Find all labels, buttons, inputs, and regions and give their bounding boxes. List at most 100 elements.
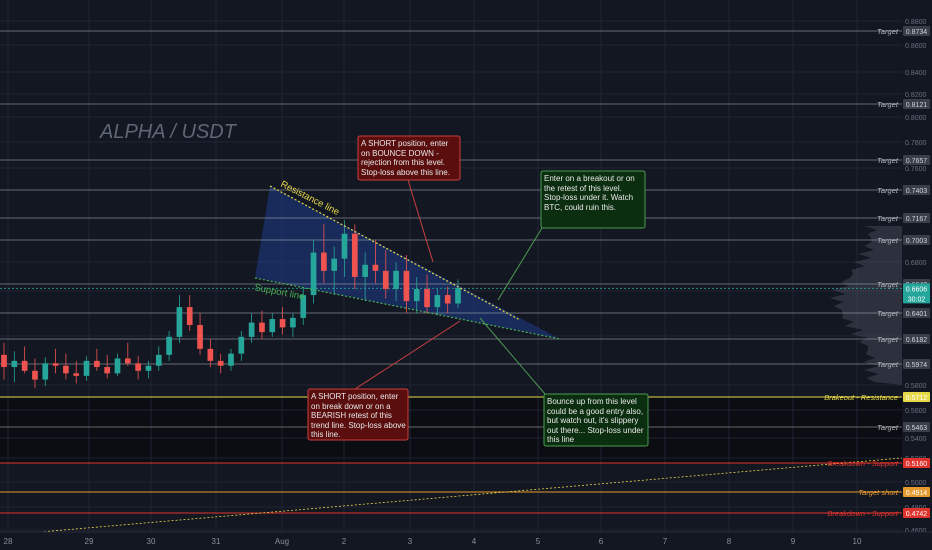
dark-zone [0, 397, 902, 463]
time-tick-label: 30 [147, 537, 156, 546]
price-tick-label: 0.8400 [905, 70, 927, 77]
price-level-value: 0.8734 [906, 29, 928, 36]
candle-body [135, 363, 141, 371]
time-tick-label: 4 [472, 537, 477, 546]
price-tick-label: 0.5600 [905, 408, 927, 415]
candle-body [155, 354, 162, 366]
candle-body [269, 319, 276, 333]
price-level-value: 0.5463 [906, 425, 928, 432]
price-level-box [903, 155, 930, 165]
price-level-value: 0.7657 [906, 158, 928, 165]
candle-body [176, 307, 183, 337]
price-level-value: 0.4742 [906, 511, 928, 518]
price-level-box [903, 359, 930, 369]
candle-body [207, 348, 214, 361]
time-tick-label: 2 [342, 537, 347, 546]
current-price-countdown: 30:02 [908, 296, 926, 303]
candle-body [351, 233, 358, 277]
candle-body [393, 270, 399, 290]
candle-body [145, 365, 152, 371]
candle-body [300, 295, 307, 318]
callout-long-bounce: Bounce up from this level could be a goo… [479, 317, 649, 447]
price-level-value: 0.7403 [906, 188, 928, 195]
price-level-box [903, 99, 930, 109]
candle-body [21, 360, 28, 371]
price-tick-label: 0.8000 [905, 115, 927, 122]
candle-body [413, 289, 420, 302]
price-tick-label: 0.8800 [905, 19, 927, 26]
price-level-label: Brakeout - Resistance [824, 393, 898, 402]
price-level-value: 0.5160 [906, 461, 928, 468]
candle-body [248, 322, 255, 337]
callout-long-breakout: Enter on a breakout or on the retest of … [497, 170, 646, 301]
price-level-value: 0.6182 [906, 337, 928, 344]
candle-body [114, 358, 121, 374]
price-level-label: Target [877, 309, 899, 318]
candle-body [434, 295, 441, 308]
time-tick-label: 29 [85, 537, 94, 546]
price-tick-label: 0.7800 [905, 140, 927, 147]
price-level-box [903, 422, 930, 432]
volume-profile-shape [829, 226, 902, 385]
price-level-value: 0.6401 [906, 311, 928, 318]
price-level-label: Target short [858, 488, 899, 497]
price-level-box [903, 213, 930, 223]
candle-body [290, 317, 296, 328]
candle-body [32, 370, 38, 380]
price-axis[interactable] [902, 0, 932, 532]
price-level-box [903, 392, 930, 402]
candle-body [310, 252, 317, 296]
resistance-line[interactable] [269, 185, 521, 321]
wedge-area [255, 186, 560, 339]
candle-body [424, 289, 430, 308]
candle-body [104, 367, 111, 374]
price-level-label: Target [877, 100, 899, 109]
candles [1, 220, 461, 389]
price-tick-label: 0.5400 [905, 436, 927, 443]
long-term-trendline[interactable] [39, 457, 903, 533]
candle-body [186, 307, 193, 325]
time-tick-label: 5 [536, 537, 541, 546]
time-tick-label: 6 [599, 537, 604, 546]
time-tick-label: 3 [408, 537, 413, 546]
current-price-badge [903, 283, 930, 304]
candle-body [362, 264, 368, 277]
price-level-label: Target [877, 214, 899, 223]
candle-body [166, 336, 172, 355]
price-level-label: Breakdown - Support [828, 459, 899, 468]
time-tick-label: 7 [663, 537, 668, 546]
candle-body [83, 360, 90, 376]
price-tick-label: 0.5000 [905, 480, 927, 487]
price-level-label: Target [877, 423, 899, 432]
price-level-value: 0.8121 [906, 102, 928, 109]
candle-body [372, 264, 379, 271]
price-level-label: Target [877, 280, 899, 289]
candle-body [124, 358, 131, 364]
price-level-label: Breakdown - Support [828, 509, 899, 518]
candle-body [341, 233, 348, 259]
time-axis[interactable] [0, 532, 932, 550]
callout-short-breakdown: A SHORT position, enter on break down or… [307, 320, 461, 441]
level-labels: Target 0.8734 Target 0.8121 Target 0.7657 Targ… [824, 26, 930, 518]
wedge [255, 186, 560, 339]
candle-body [42, 363, 49, 380]
price-level-box [903, 508, 930, 518]
price-level-value: 0.5712 [906, 395, 928, 402]
time-tick-label: 10 [853, 537, 862, 546]
candle-body [279, 319, 286, 328]
time-tick-label: Aug [275, 537, 289, 546]
candle-body [403, 270, 410, 302]
price-level-box [903, 26, 930, 36]
price-tick-label: 0.6800 [905, 260, 927, 267]
time-tick-label: 9 [791, 537, 796, 546]
grid [0, 0, 902, 532]
note-long-breakout: Enter on a breakout or on the retest of … [544, 174, 635, 212]
note-long-bounce: Bounce up from this level could be a goo… [547, 397, 644, 445]
price-level-box [903, 185, 930, 195]
price-level-label: Target [877, 27, 899, 36]
chart-title: ALPHA / USDT [99, 121, 238, 143]
price-level-box [903, 487, 930, 497]
price-level-value: 0.7167 [906, 216, 928, 223]
price-level-box [903, 235, 930, 245]
